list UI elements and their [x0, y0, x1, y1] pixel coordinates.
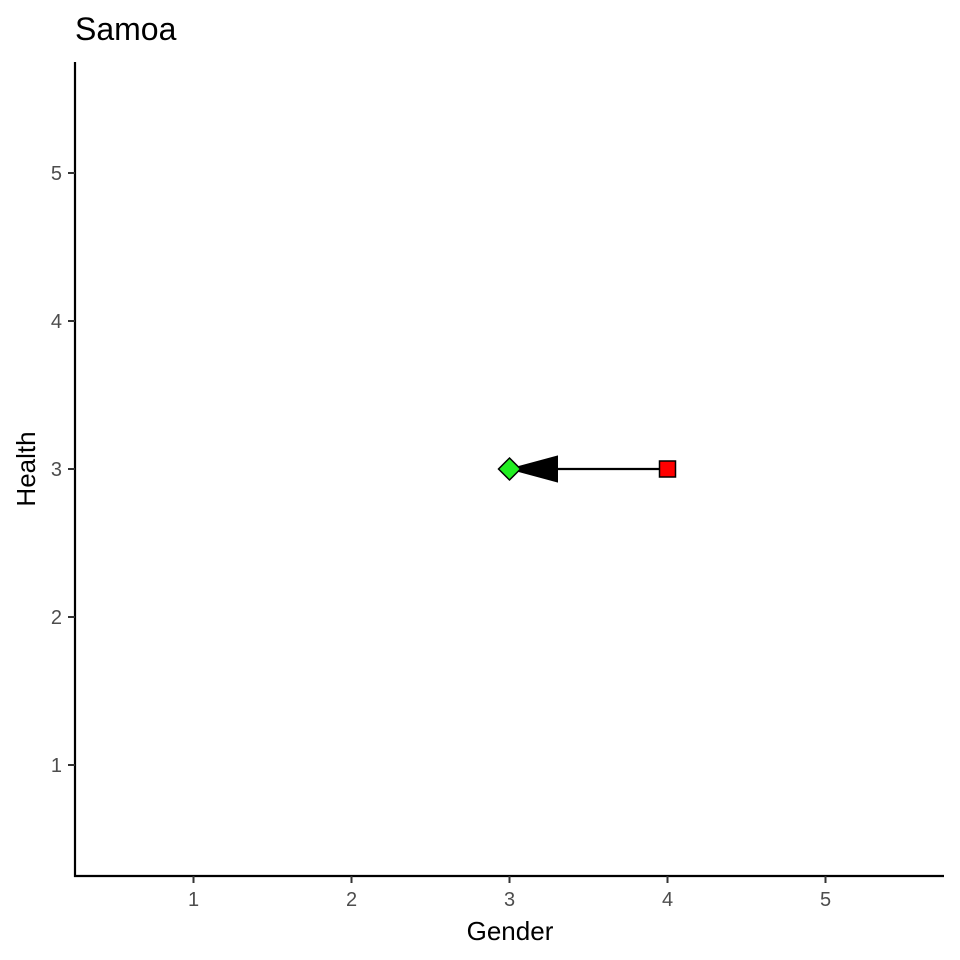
point-diamond: [497, 456, 522, 482]
x-tick-label: 4: [662, 889, 673, 911]
point-square: [658, 460, 677, 478]
arrow-head: [507, 455, 558, 483]
x-tick-label: 5: [820, 889, 831, 911]
y-ticks: 1 2 3 4 5: [51, 163, 75, 777]
chart-title: Samoa: [75, 11, 177, 47]
y-tick-label: 1: [51, 755, 62, 777]
data-marks: [497, 455, 677, 483]
x-tick-label: 1: [188, 889, 199, 911]
y-tick-label: 4: [51, 311, 62, 333]
y-tick-label: 2: [51, 607, 62, 629]
x-tick-label: 2: [346, 889, 357, 911]
x-ticks: 1 2 3 4 5: [188, 876, 831, 911]
y-tick-label: 3: [51, 459, 62, 481]
y-tick-label: 5: [51, 163, 62, 185]
y-axis-label: Health: [11, 431, 41, 506]
x-tick-label: 3: [504, 889, 515, 911]
x-axis-label: Gender: [467, 916, 554, 946]
